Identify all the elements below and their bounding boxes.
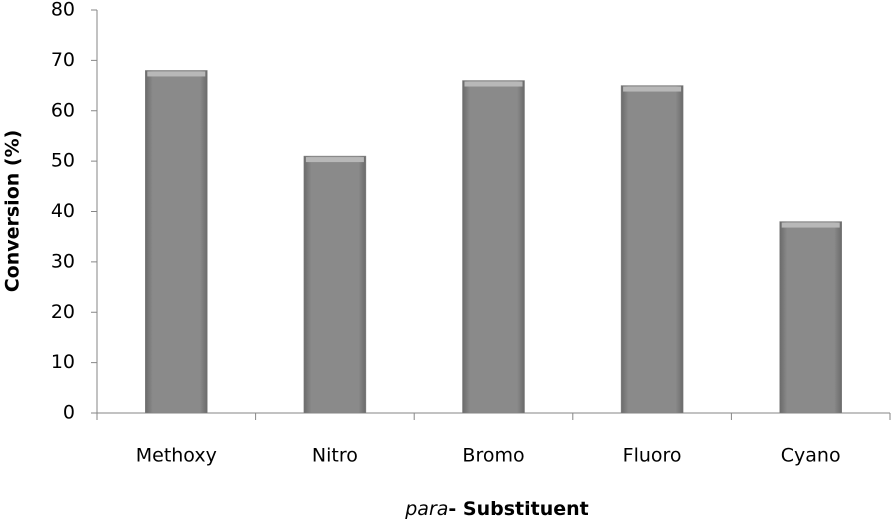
y-tick-label: 40 <box>51 200 75 222</box>
y-tick-label: 20 <box>51 301 75 323</box>
bar-cap <box>623 86 682 92</box>
x-axis-label: para- Substituent <box>404 498 589 520</box>
y-tick-label: 70 <box>51 49 75 71</box>
x-tick-label: Bromo <box>462 445 524 467</box>
x-tick-label: Cyano <box>781 445 841 467</box>
y-tick-label: 50 <box>51 150 75 172</box>
x-axis-label-italic: para <box>404 498 448 520</box>
y-tick-label: 0 <box>63 402 75 424</box>
bar <box>145 70 208 414</box>
bar-cap <box>464 81 523 87</box>
bar-cap <box>147 71 206 77</box>
x-tick-label: Fluoro <box>623 445 682 467</box>
bar <box>462 80 525 414</box>
x-axis-label-rest: - Substituent <box>448 498 588 520</box>
x-tick-label: Nitro <box>312 445 358 467</box>
y-tick-label: 30 <box>51 250 75 272</box>
bar <box>620 85 684 414</box>
y-axis-label: Conversion (%) <box>2 130 24 293</box>
bar-cap <box>781 222 840 228</box>
bar <box>779 221 842 414</box>
bar <box>303 155 367 414</box>
x-tick-label: Methoxy <box>136 445 217 467</box>
y-tick-label: 60 <box>51 99 75 121</box>
y-tick-label: 80 <box>51 0 75 21</box>
y-tick-label: 10 <box>51 351 75 373</box>
bar-cap <box>305 157 364 163</box>
